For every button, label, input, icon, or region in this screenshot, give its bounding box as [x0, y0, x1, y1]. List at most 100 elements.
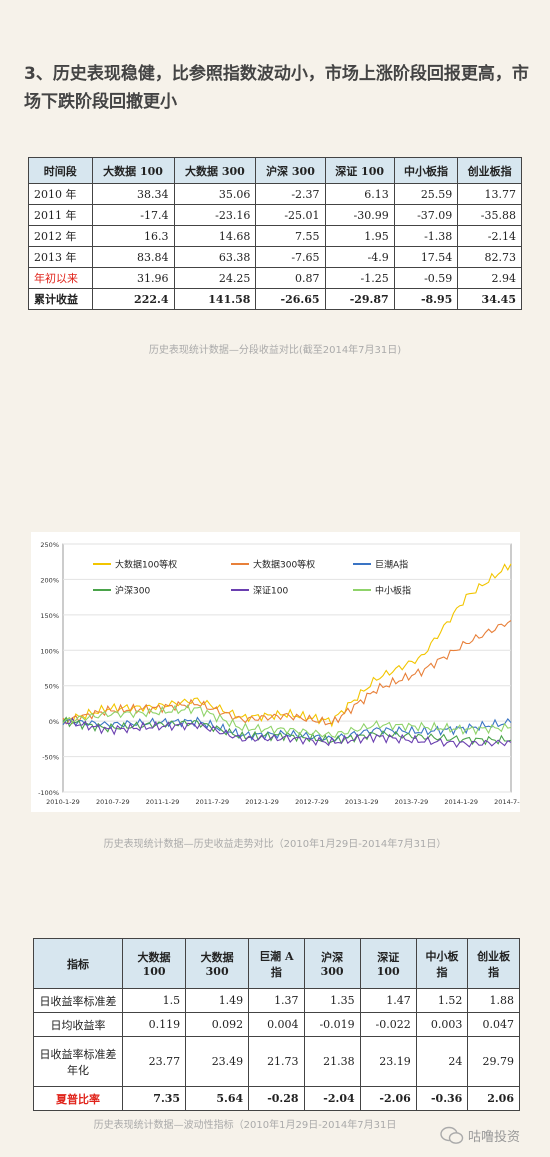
x-tick-label: 2014-7-29 — [494, 798, 520, 806]
row-label: 2011 年 — [28, 204, 93, 226]
col-header: 创业板指 — [467, 938, 520, 989]
x-tick-label: 2012-7-29 — [295, 798, 329, 806]
legend-label: 巨潮A指 — [375, 559, 408, 571]
col-header: 指标 — [33, 938, 123, 989]
chart-caption: 历史表现统计数据—历史收益走势对比（2010年1月29日-2014年7月31日） — [103, 839, 447, 850]
cell: -1.38 — [393, 225, 459, 247]
cell: -2.04 — [303, 1086, 361, 1111]
cell: -2.14 — [457, 225, 522, 247]
col-header: 巨潮 A 指 — [248, 938, 305, 989]
cell: -4.9 — [324, 246, 395, 268]
wechat-icon — [440, 1126, 464, 1144]
cell: 21.73 — [248, 1036, 305, 1087]
cell: 2.94 — [457, 267, 522, 289]
cell: -2.37 — [255, 183, 326, 205]
table-row: 2012 年 16.3 14.68 7.55 1.95 -1.38 -2.14 — [28, 225, 522, 247]
cell: -25.01 — [255, 204, 326, 226]
col-header: 时间段 — [28, 157, 93, 184]
cell: 17.54 — [393, 246, 459, 268]
legend-label: 大数据100等权 — [115, 559, 177, 571]
cell: 0.047 — [467, 1012, 520, 1037]
col-header: 创业板指 — [457, 157, 522, 184]
cell: 1.49 — [185, 988, 250, 1013]
volatility-table: 指标 大数据 100 大数据 300 巨潮 A 指 沪深 300 深证 100 … — [33, 938, 520, 1111]
col-header: 大数据 300 — [173, 157, 257, 184]
cell: 23.77 — [121, 1036, 187, 1087]
row-label: 2010 年 — [28, 183, 93, 205]
watermark: 咕噜投资 — [438, 1124, 548, 1148]
cell: 2.06 — [467, 1086, 520, 1111]
table-header-row: 时间段 大数据 100 大数据 300 沪深 300 深证 100 中小板指 创… — [28, 157, 522, 184]
cell: -17.4 — [91, 204, 175, 226]
cell: 13.77 — [457, 183, 522, 205]
legend-label: 中小板指 — [375, 585, 411, 597]
cell: 63.38 — [173, 246, 257, 268]
col-header: 大数据 100 — [121, 938, 187, 989]
section-heading: 3、历史表现稳健，比参照指数波动小，市场上涨阶段回报更高，市场下跌阶段回撤更小 — [24, 64, 529, 112]
cell: 7.35 — [121, 1086, 187, 1111]
cell: -7.65 — [255, 246, 326, 268]
cell: 23.19 — [359, 1036, 417, 1087]
x-tick-label: 2013-7-29 — [395, 798, 429, 806]
cell: -8.95 — [393, 288, 459, 310]
x-tick-label: 2011-7-29 — [196, 798, 230, 806]
row-label: 夏普比率 — [33, 1086, 123, 1111]
table-row-sharpe: 夏普比率 7.35 5.64 -0.28 -2.04 -2.06 -0.36 2… — [33, 1086, 520, 1111]
cell: 31.96 — [91, 267, 175, 289]
cell: 23.49 — [185, 1036, 250, 1087]
cell: 0.87 — [255, 267, 326, 289]
cell: 0.092 — [185, 1012, 250, 1037]
cell: -26.65 — [255, 288, 326, 310]
cell: -0.59 — [393, 267, 459, 289]
cell: -35.88 — [457, 204, 522, 226]
x-tick-label: 2012-1-29 — [245, 798, 279, 806]
cell: 24.25 — [173, 267, 257, 289]
y-tick-label: 0% — [49, 718, 59, 726]
cell: -37.09 — [393, 204, 459, 226]
cell: 0.003 — [415, 1012, 469, 1037]
cell: 34.45 — [457, 288, 522, 310]
col-header: 深证 100 — [324, 157, 395, 184]
cell: -29.87 — [324, 288, 395, 310]
cell: 1.95 — [324, 225, 395, 247]
series-line — [62, 704, 512, 738]
cell: 1.37 — [248, 988, 305, 1013]
col-header: 中小板指 — [415, 938, 469, 989]
cell: 6.13 — [324, 183, 395, 205]
col-header: 沪深 300 — [303, 938, 361, 989]
cell: -0.36 — [415, 1086, 469, 1111]
col-header: 中小板指 — [393, 157, 459, 184]
x-tick-label: 2013-1-29 — [345, 798, 379, 806]
cell: 35.06 — [173, 183, 257, 205]
row-label: 日均收益率 — [33, 1012, 123, 1037]
cell: -30.99 — [324, 204, 395, 226]
row-label: 日收益率标准差 — [33, 988, 123, 1013]
cell: 1.88 — [467, 988, 520, 1013]
legend-label: 大数据300等权 — [253, 559, 315, 571]
cell: 0.004 — [248, 1012, 305, 1037]
cell: 1.52 — [415, 988, 469, 1013]
table-row-total: 累计收益 222.4 141.58 -26.65 -29.87 -8.95 34… — [28, 288, 522, 310]
x-tick-label: 2010-1-29 — [46, 798, 80, 806]
cell: 14.68 — [173, 225, 257, 247]
cell: -0.019 — [303, 1012, 361, 1037]
series-line — [62, 717, 512, 749]
x-tick-label: 2011-1-29 — [146, 798, 180, 806]
cell: -23.16 — [173, 204, 257, 226]
cell: 29.79 — [467, 1036, 520, 1087]
cell: 21.38 — [303, 1036, 361, 1087]
cell: 38.34 — [91, 183, 175, 205]
row-label: 2012 年 — [28, 225, 93, 247]
cell: 141.58 — [173, 288, 257, 310]
y-tick-label: -100% — [38, 789, 59, 797]
table2-caption: 历史表现统计数据—波动性指标（2010年1月29日-2014年7月31日 — [93, 1120, 397, 1131]
cell: 1.35 — [303, 988, 361, 1013]
row-label: 年初以来 — [28, 267, 93, 289]
table-row: 2011 年 -17.4 -23.16 -25.01 -30.99 -37.09… — [28, 204, 522, 226]
y-tick-label: 250% — [40, 541, 59, 549]
table-row: 日均收益率 0.119 0.092 0.004 -0.019 -0.022 0.… — [33, 1012, 520, 1037]
legend-label: 沪深300 — [115, 585, 150, 597]
line-chart: 250% 200% 150% 100% 50% 0% -50% -100%2010-1-29 2… — [38, 541, 528, 806]
cell: 1.5 — [121, 988, 187, 1013]
table1-caption: 历史表现统计数据—分段收益对比(截至2014年7月31日) — [148, 345, 402, 356]
